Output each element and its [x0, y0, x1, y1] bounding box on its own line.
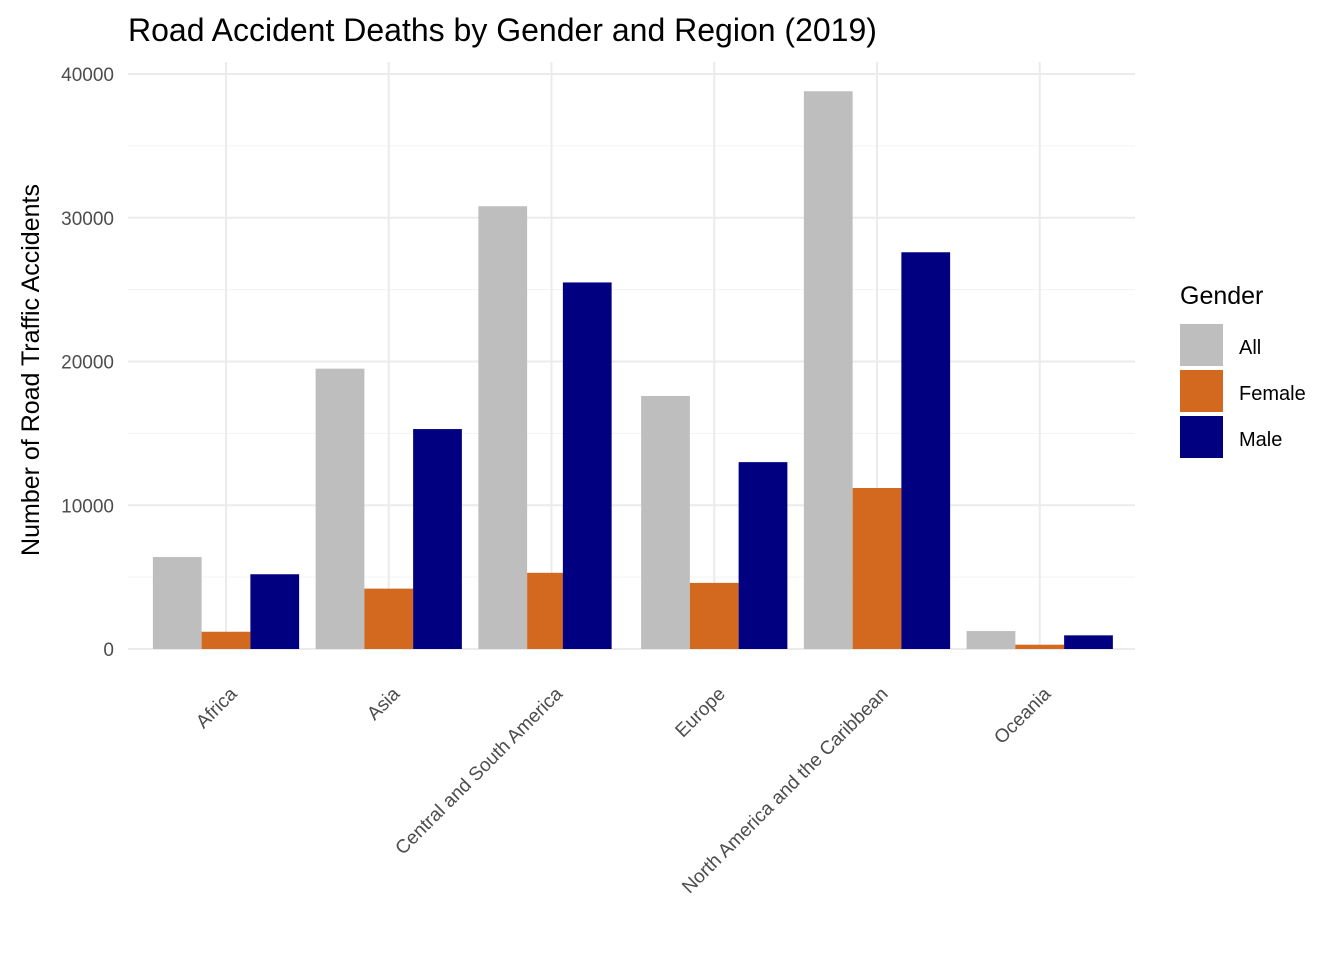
- bar-all-central-and-south-america: [478, 206, 528, 649]
- bar-all-oceania: [966, 631, 1016, 649]
- bar-male-oceania: [1064, 635, 1113, 649]
- bars: [152, 91, 1113, 649]
- bar-male-asia: [413, 429, 462, 649]
- bar-female-asia: [364, 588, 414, 649]
- bar-female-oceania: [1015, 644, 1065, 649]
- legend: Gender All Female Male: [1180, 282, 1306, 458]
- chart-title: Road Accident Deaths by Gender and Regio…: [128, 12, 877, 48]
- y-tick-label: 20000: [61, 353, 114, 374]
- bar-female-north-america-and-the-caribbean: [852, 488, 902, 649]
- legend-label-female: Female: [1239, 383, 1306, 405]
- legend-key-male: [1180, 416, 1223, 458]
- bar-male-africa: [250, 574, 300, 649]
- bar-male-north-america-and-the-caribbean: [901, 252, 951, 649]
- y-axis-title: Number of Road Traffic Accidents: [17, 184, 45, 556]
- x-tick-label: Africa: [192, 683, 241, 732]
- legend-title: Gender: [1180, 282, 1263, 310]
- bar-all-north-america-and-the-caribbean: [803, 91, 853, 649]
- x-tick-label: Central and South America: [392, 683, 568, 859]
- grid: [128, 62, 1135, 650]
- bar-all-europe: [641, 396, 690, 649]
- y-tick-label: 30000: [61, 209, 114, 230]
- legend-key-all: [1180, 324, 1223, 366]
- bar-male-europe: [738, 462, 788, 649]
- x-tick-label: Asia: [363, 683, 404, 724]
- bar-all-asia: [315, 368, 365, 649]
- legend-label-male: Male: [1239, 429, 1282, 451]
- y-axis-ticks: 0 10000 20000 30000 40000: [61, 65, 114, 661]
- legend-label-all: All: [1239, 337, 1261, 359]
- bar-female-africa: [201, 631, 251, 649]
- y-tick-label: 0: [103, 640, 114, 661]
- bar-extra-central-and-south-america: [562, 282, 612, 649]
- legend-key-female: [1180, 370, 1223, 412]
- bar-female-europe: [689, 582, 739, 649]
- y-tick-label: 10000: [61, 496, 114, 517]
- y-tick-label: 40000: [61, 65, 114, 86]
- x-tick-label: Oceania: [990, 683, 1055, 748]
- x-tick-label: Europe: [672, 684, 730, 742]
- bar-all-africa: [152, 557, 202, 649]
